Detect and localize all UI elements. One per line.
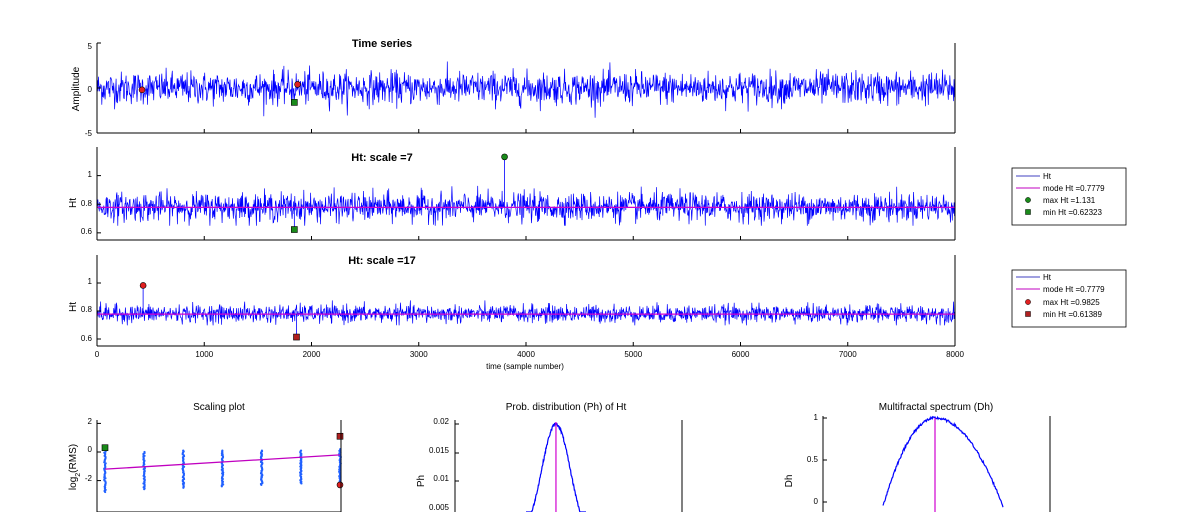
series-path bbox=[96, 61, 956, 118]
x-tick-label: 3000 bbox=[410, 350, 428, 359]
spectrum-path bbox=[882, 415, 1004, 508]
x-tick-label: 8000 bbox=[946, 350, 964, 359]
extremum-marker-0 bbox=[139, 282, 147, 289]
scatter-point-1-39 bbox=[143, 450, 146, 454]
x-tick-label: 1000 bbox=[195, 350, 213, 359]
panel-time-series: Time series Amplitude 5 0 -5 bbox=[71, 38, 956, 138]
x-tick-label: 6000 bbox=[732, 350, 750, 359]
y-tick-label: 0 bbox=[814, 497, 819, 506]
panel-ht-scale-7: Ht: scale =7 Ht 1 0.8 0.6 bbox=[68, 147, 956, 241]
y-tick-label: 0.6 bbox=[81, 334, 93, 343]
y-axis-label-ts: Amplitude bbox=[71, 66, 82, 111]
y-axis-label-dh: Dh bbox=[784, 475, 795, 488]
panel-scaling-plot: Scaling plot log2(RMS) 2 0 -2 bbox=[68, 402, 344, 512]
extremum-marker-0 bbox=[501, 153, 508, 161]
y-tick-label: 0 bbox=[88, 445, 93, 454]
y-tick-label: 0 bbox=[88, 85, 93, 94]
y-tick-label: 1 bbox=[814, 413, 819, 422]
y-tick-label: 5 bbox=[88, 42, 93, 51]
extremum-marker-2 bbox=[291, 99, 298, 106]
legend-swatch-max bbox=[1025, 299, 1031, 305]
legend-label: mode Ht =0.7779 bbox=[1043, 285, 1105, 294]
axes-dh bbox=[822, 416, 1051, 512]
chart-title-ht7: Ht: scale =7 bbox=[351, 152, 412, 164]
x-tick-label: 5000 bbox=[624, 350, 642, 359]
y-axis-label-base: log bbox=[68, 477, 79, 490]
extremum-marker-1 bbox=[291, 226, 298, 233]
x-tick-label: 0 bbox=[95, 350, 100, 359]
axes-time-series bbox=[96, 42, 956, 134]
legend-label: Ht bbox=[1043, 172, 1052, 181]
y-tick-label: 2 bbox=[88, 417, 93, 426]
extremum-marker-1 bbox=[293, 333, 300, 341]
chart-title-ts: Time series bbox=[352, 38, 412, 50]
y-tick-label: -2 bbox=[85, 474, 93, 483]
y-tick-label: -5 bbox=[85, 129, 93, 138]
y-tick-label: 0.005 bbox=[429, 503, 450, 512]
series-line-time-series bbox=[96, 61, 956, 118]
y-tick-label: 0.01 bbox=[433, 474, 449, 483]
y-tick-label: 1 bbox=[88, 277, 93, 286]
axes-ht7 bbox=[96, 147, 956, 241]
y-tick-label: 0.015 bbox=[429, 446, 450, 455]
scatter-points bbox=[103, 448, 342, 494]
y-tick-label: 0.6 bbox=[81, 227, 93, 236]
chart-title-ph: Prob. distribution (Ph) of Ht bbox=[506, 402, 627, 413]
scaling-marker-0 bbox=[101, 444, 109, 452]
y-tick-label: 0.5 bbox=[807, 455, 819, 464]
axes-scaling bbox=[96, 420, 342, 512]
legend-label: max Ht =0.9825 bbox=[1043, 298, 1100, 307]
legend-label: min Ht =0.61389 bbox=[1043, 310, 1102, 319]
x-axis-label-ht17: time (sample number) bbox=[486, 362, 564, 371]
y-axis-label-ht7: Ht bbox=[68, 198, 79, 208]
y-tick-label: 1 bbox=[88, 170, 93, 179]
scaling-marker-1 bbox=[336, 432, 344, 440]
y-tick-label: 0.8 bbox=[81, 199, 93, 208]
panel-multifractal-spectrum: Multifractal spectrum (Dh) Dh 1 0.5 0 bbox=[784, 402, 1051, 512]
legend-swatch-min bbox=[1025, 311, 1031, 317]
series-line-ht7 bbox=[96, 185, 956, 226]
y-axis-label-sub: 2 bbox=[75, 473, 82, 477]
legend-label: Ht bbox=[1043, 273, 1052, 282]
scaling-marker-2 bbox=[336, 481, 344, 489]
legend-label: max Ht =1.131 bbox=[1043, 196, 1096, 205]
scatter-point-2-39 bbox=[182, 449, 185, 452]
y-axis-label-ht17: Ht bbox=[68, 302, 79, 312]
y-axis-label-ph: Ph bbox=[416, 475, 427, 487]
scatter-point-5-39 bbox=[299, 449, 303, 452]
fit-line bbox=[104, 454, 341, 470]
x-tick-label: 7000 bbox=[839, 350, 857, 359]
x-tick-label: 2000 bbox=[303, 350, 321, 359]
spectrum-curve bbox=[882, 415, 1004, 508]
series-path bbox=[96, 300, 956, 326]
extremum-marker-1 bbox=[294, 81, 301, 88]
legend-label: min Ht =0.62323 bbox=[1043, 208, 1102, 217]
panel-prob-distribution: Prob. distribution (Ph) of Ht Ph 0.02 0.… bbox=[416, 402, 683, 512]
y-axis-label-tail: (RMS) bbox=[68, 444, 79, 473]
series-path bbox=[96, 185, 956, 226]
legend-label: mode Ht =0.7779 bbox=[1043, 184, 1105, 193]
legend-swatch-min bbox=[1025, 209, 1031, 215]
series-line-ht17 bbox=[96, 300, 956, 326]
scatter-point-3-39 bbox=[221, 449, 224, 452]
axes-ph bbox=[454, 420, 683, 512]
chart-title-scaling: Scaling plot bbox=[193, 402, 245, 413]
legend-ht17: Ht mode Ht =0.7779 max Ht =0.9825 min Ht… bbox=[1011, 269, 1127, 328]
scatter-point-4-39 bbox=[260, 449, 264, 452]
regression-line bbox=[104, 454, 341, 470]
y-tick-label: 0.02 bbox=[433, 417, 449, 426]
chart-title-dh: Multifractal spectrum (Dh) bbox=[879, 402, 993, 413]
y-tick-label: 0.8 bbox=[81, 305, 93, 314]
axes-ht17 bbox=[96, 255, 956, 347]
extremum-marker-0 bbox=[138, 86, 146, 94]
x-tick-labels-ht17: 0 1000 2000 3000 4000 5000 6000 7000 8000 bbox=[95, 350, 965, 359]
chart-title-ht17: Ht: scale =17 bbox=[348, 255, 416, 267]
y-axis-label-scaling: log2(RMS) bbox=[68, 444, 82, 490]
x-tick-label: 4000 bbox=[517, 350, 535, 359]
legend-ht7: Ht mode Ht =0.7779 max Ht =1.131 min Ht … bbox=[1011, 167, 1127, 226]
legend-swatch-max bbox=[1025, 197, 1031, 203]
panel-ht-scale-17: Ht: scale =17 Ht 1 0.8 0.6 0 1000 2000 3000… bbox=[68, 255, 964, 371]
